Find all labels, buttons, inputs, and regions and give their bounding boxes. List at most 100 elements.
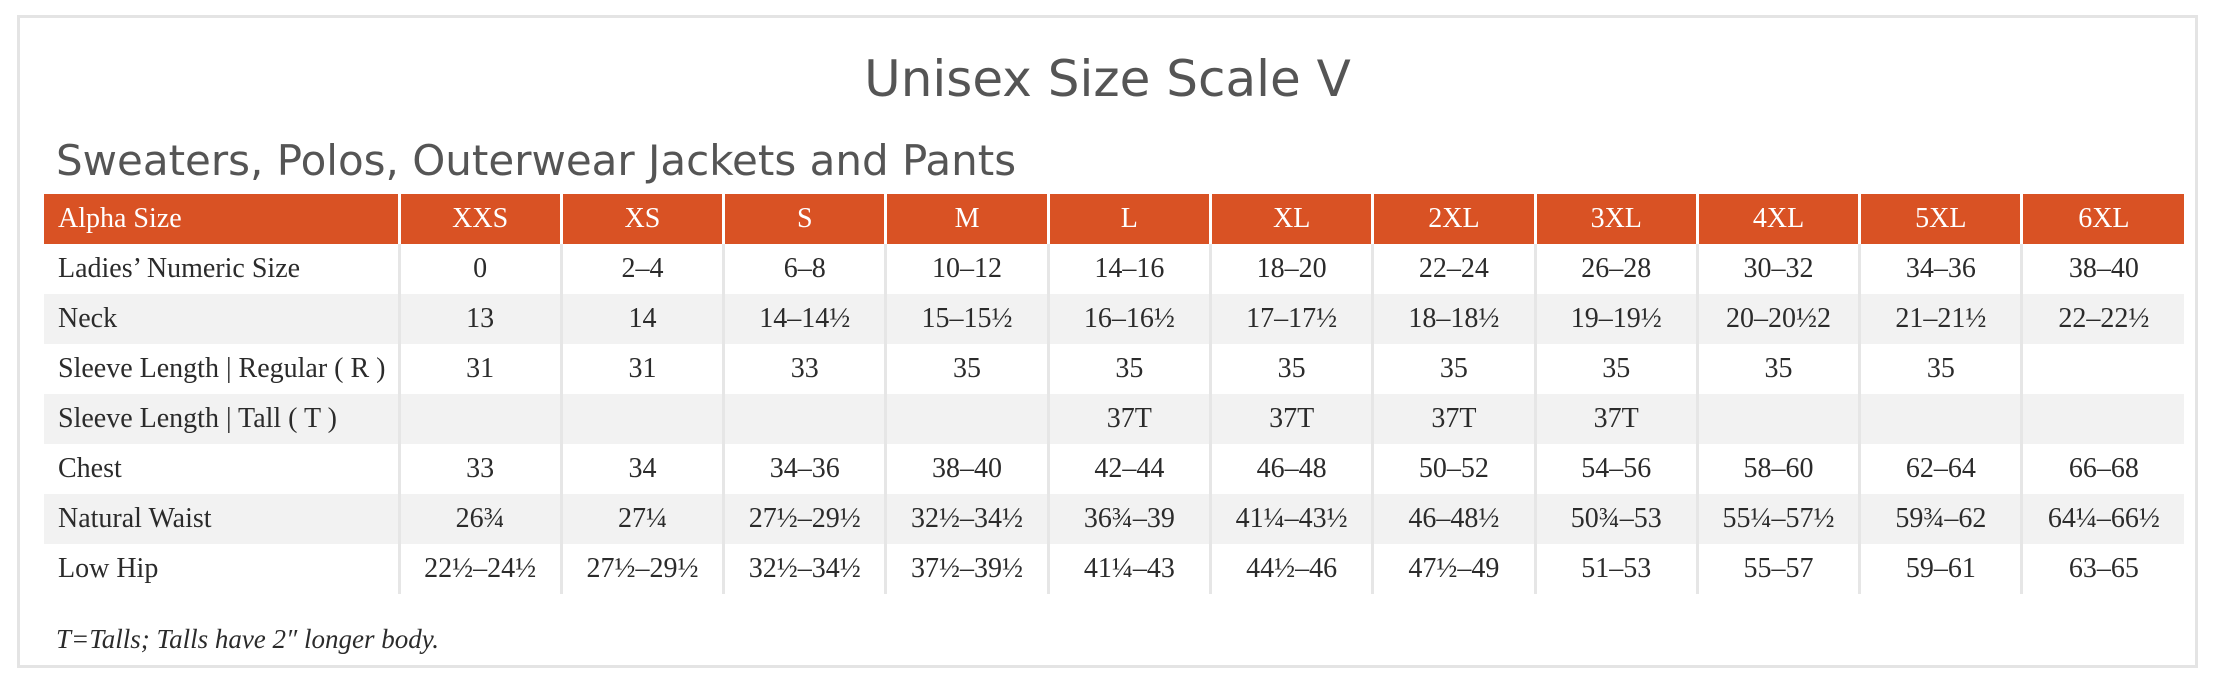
size-table: Alpha Size XXS XS S M L XL 2XL 3XL 4XL 5XL 6XL Ladi… bbox=[44, 194, 2185, 594]
table-cell: 15–15½ bbox=[884, 294, 1049, 344]
table-cell: 50–52 bbox=[1371, 444, 1536, 494]
footnote: T=Talls; Talls have 2″ longer body. bbox=[56, 624, 440, 654]
table-cell: 0 bbox=[397, 244, 562, 294]
table-row: Natural Waist 26¾ 27¼ 27½–29½ 32½–34½ 36¾–39 4… bbox=[44, 494, 2185, 544]
header-cell-size: XS bbox=[559, 194, 724, 244]
table-cell: 31 bbox=[559, 344, 724, 394]
size-chart-frame: Unisex Size Scale V Sweaters, Polos, Out… bbox=[17, 15, 2198, 668]
table-cell: 33 bbox=[397, 444, 562, 494]
table-cell: 2–4 bbox=[559, 244, 724, 294]
header-cell-size: 4XL bbox=[1695, 194, 1860, 244]
table-row: Sleeve Length | Tall ( T ) 37T 37T 37T 37T bbox=[44, 394, 2185, 444]
table-cell: 55–57 bbox=[1695, 544, 1860, 594]
table-cell: 32½–34½ bbox=[722, 544, 886, 594]
row-label: Natural Waist bbox=[44, 494, 399, 544]
table-cell bbox=[722, 394, 886, 444]
table-cell: 55¼–57½ bbox=[1695, 494, 1860, 544]
header-cell-label: Alpha Size bbox=[44, 194, 399, 244]
table-cell: 50¾–53 bbox=[1533, 494, 1698, 544]
table-cell: 20–20½2 bbox=[1695, 294, 1860, 344]
header-cell-size: 2XL bbox=[1371, 194, 1536, 244]
row-label: Low Hip bbox=[58, 553, 159, 584]
table-cell: 18–18½ bbox=[1371, 294, 1536, 344]
table-cell: 26–28 bbox=[1533, 244, 1698, 294]
table-cell: 59¾–62 bbox=[1858, 494, 2022, 544]
table-cell: 27½–29½ bbox=[722, 494, 886, 544]
table-cell: 51–53 bbox=[1533, 544, 1698, 594]
table-cell: 66–68 bbox=[2020, 444, 2185, 494]
table-cell bbox=[2020, 344, 2185, 394]
table-cell: 35 bbox=[1533, 344, 1698, 394]
table-cell bbox=[884, 394, 1049, 444]
table-cell: 38–40 bbox=[2020, 244, 2185, 294]
table-row: Low Hip 22½–24½ 27½–29½ 32½–34½ 37½–39½ 41¼–4… bbox=[44, 544, 2185, 594]
table-row: Chest 33 34 34–36 38–40 42–44 46–48 50–52 54–56 5… bbox=[44, 444, 2185, 494]
table-row: Sleeve Length | Regular ( R ) 31 31 33 35 35 3… bbox=[44, 344, 2185, 394]
header-cell-size: XXS bbox=[397, 194, 562, 244]
table-cell: 35 bbox=[1046, 344, 1211, 394]
table-cell: 26¾ bbox=[397, 494, 562, 544]
row-label: Chest bbox=[58, 453, 122, 484]
table-cell: 64¼–66½ bbox=[2020, 494, 2185, 544]
table-cell: 41¼–43 bbox=[1046, 544, 1211, 594]
table-cell bbox=[559, 394, 724, 444]
table-cell: 35 bbox=[1208, 344, 1373, 394]
table-cell: 14–16 bbox=[1046, 244, 1211, 294]
table-cell: 22–22½ bbox=[2020, 294, 2185, 344]
table-cell: 37T bbox=[1046, 394, 1211, 444]
table-cell: 44½–46 bbox=[1208, 544, 1373, 594]
table-cell: 32½–34½ bbox=[884, 494, 1049, 544]
table-cell: 35 bbox=[1695, 344, 1860, 394]
header-cell-size: L bbox=[1046, 194, 1211, 244]
row-label: Neck bbox=[44, 294, 399, 344]
table-cell: 47½–49 bbox=[1371, 544, 1536, 594]
table-cell: 59–61 bbox=[1858, 544, 2022, 594]
table-cell: 42–44 bbox=[1046, 444, 1211, 494]
table-cell: 21–21½ bbox=[1858, 294, 2022, 344]
row-label: Sleeve Length | Regular ( R ) bbox=[58, 353, 386, 384]
header-cell-size: 6XL bbox=[2020, 194, 2185, 244]
table-cell: 30–32 bbox=[1695, 244, 1860, 294]
table-cell: 27½–29½ bbox=[559, 544, 724, 594]
table-cell: 14 bbox=[559, 294, 724, 344]
table-cell: 54–56 bbox=[1533, 444, 1698, 494]
row-label: Ladies’ Numeric Size bbox=[58, 253, 301, 284]
row-label: Sleeve Length | Tall ( T ) bbox=[44, 394, 399, 444]
header-cell-size: 5XL bbox=[1858, 194, 2022, 244]
table-cell: 16–16½ bbox=[1046, 294, 1211, 344]
table-row: Ladies’ Numeric Size 0 2–4 6–8 10–12 14–16 18–… bbox=[44, 244, 2185, 294]
page-title: Unisex Size Scale V bbox=[864, 50, 1351, 108]
table-cell: 19–19½ bbox=[1533, 294, 1698, 344]
table-cell: 62–64 bbox=[1858, 444, 2022, 494]
table-header-row: Alpha Size XXS XS S M L XL 2XL 3XL 4XL 5XL 6XL bbox=[44, 194, 2185, 244]
table-cell: 18–20 bbox=[1208, 244, 1373, 294]
table-cell: 14–14½ bbox=[722, 294, 886, 344]
table-cell bbox=[397, 394, 562, 444]
table-cell: 22–24 bbox=[1371, 244, 1536, 294]
table-cell: 33 bbox=[722, 344, 886, 394]
table-cell: 31 bbox=[397, 344, 562, 394]
table-cell: 46–48½ bbox=[1371, 494, 1536, 544]
table-cell bbox=[1695, 394, 1860, 444]
table-cell: 6–8 bbox=[722, 244, 886, 294]
table-cell: 35 bbox=[1858, 344, 2022, 394]
table-cell: 35 bbox=[1371, 344, 1536, 394]
table-cell: 38–40 bbox=[884, 444, 1049, 494]
header-cell-size: 3XL bbox=[1533, 194, 1698, 244]
table-cell: 37T bbox=[1533, 394, 1698, 444]
header-cell-size: M bbox=[884, 194, 1049, 244]
section-subtitle: Sweaters, Polos, Outerwear Jackets and P… bbox=[56, 136, 1017, 185]
table-cell: 17–17½ bbox=[1208, 294, 1373, 344]
header-cell-size: XL bbox=[1208, 194, 1373, 244]
table-cell: 46–48 bbox=[1208, 444, 1373, 494]
table-cell: 22½–24½ bbox=[397, 544, 562, 594]
table-cell: 13 bbox=[397, 294, 562, 344]
table-cell: 36¾–39 bbox=[1046, 494, 1211, 544]
table-cell: 41¼–43½ bbox=[1208, 494, 1373, 544]
table-row: Neck 13 14 14–14½ 15–15½ 16–16½ 17–17½ 18–18½ 19… bbox=[44, 294, 2185, 344]
table-cell: 58–60 bbox=[1695, 444, 1860, 494]
table-cell bbox=[2020, 394, 2185, 444]
header-cell-size: S bbox=[722, 194, 886, 244]
table-cell: 37T bbox=[1371, 394, 1536, 444]
table-cell: 34–36 bbox=[1858, 244, 2022, 294]
